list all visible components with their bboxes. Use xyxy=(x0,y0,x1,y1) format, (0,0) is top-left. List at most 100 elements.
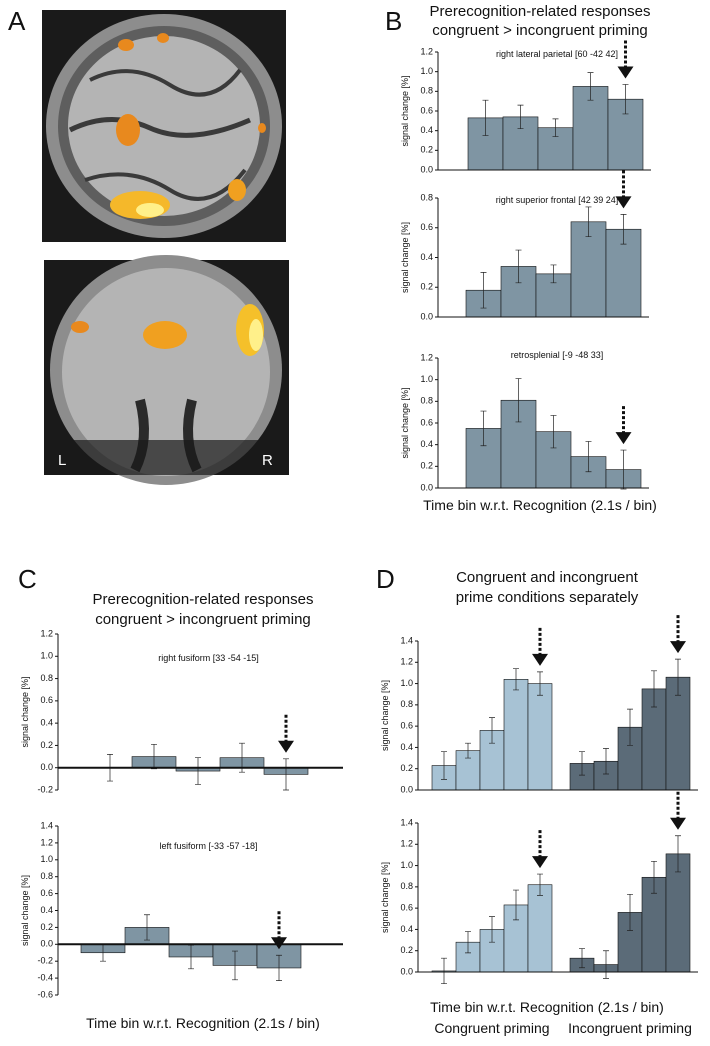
panel-label: D xyxy=(376,564,395,594)
y-tick-label: 0.6 xyxy=(420,105,433,115)
error-bar xyxy=(489,717,495,744)
y-tick-label: 0.6 xyxy=(400,903,413,913)
y-tick-label: 1.2 xyxy=(420,352,433,362)
panel-heading: congruent > incongruent priming xyxy=(95,611,311,628)
y-tick-label: 0.8 xyxy=(400,881,413,891)
y-tick-label: 0.0 xyxy=(400,966,413,976)
error-bar xyxy=(537,873,543,896)
chart-title: right fusiform [33 -54 -15] xyxy=(158,653,259,663)
y-tick-label: 0.6 xyxy=(420,222,433,232)
brain-coronal xyxy=(44,255,289,485)
y-tick-label: 0.8 xyxy=(420,86,433,96)
error-bar xyxy=(513,668,519,691)
arrow-head xyxy=(670,641,686,654)
y-tick-label: 0.0 xyxy=(420,164,433,174)
y-tick-label: 0.6 xyxy=(40,695,53,705)
y-tick-label: 1.4 xyxy=(400,635,413,645)
arrow-head xyxy=(615,432,632,445)
error-bar xyxy=(232,950,238,981)
error-bar xyxy=(276,954,282,981)
y-tick-label: 0.2 xyxy=(420,145,433,155)
y-tick-label: 1.0 xyxy=(420,374,433,384)
panel-heading: Prerecognition-related responses xyxy=(93,591,314,608)
error-bar xyxy=(480,410,487,447)
error-bar xyxy=(517,104,524,130)
error-bar xyxy=(579,948,585,969)
error-bar xyxy=(585,441,592,473)
legend-label: Incongruent priming xyxy=(568,1020,692,1036)
y-axis-label: signal change [%] xyxy=(380,680,390,751)
bar xyxy=(503,679,529,791)
error-bar xyxy=(552,118,559,137)
y-tick-label: 1.2 xyxy=(400,839,413,849)
panel-label: A xyxy=(8,6,26,36)
bar xyxy=(527,884,553,973)
y-tick-label: 0.2 xyxy=(420,461,433,471)
y-tick-label: 1.0 xyxy=(420,66,433,76)
x-axis-label: Time bin w.r.t. Recognition (2.1s / bin) xyxy=(430,999,664,1015)
error-bar xyxy=(587,72,594,101)
error-bar xyxy=(482,99,489,136)
panel-label: B xyxy=(385,6,402,36)
error-bar xyxy=(579,751,585,776)
y-tick-label: 0.8 xyxy=(420,192,433,202)
error-bar xyxy=(515,249,522,284)
error-bar xyxy=(550,415,557,449)
brain-label: L xyxy=(58,452,66,469)
y-axis-label: signal change [%] xyxy=(20,875,30,946)
error-bar xyxy=(489,916,495,943)
y-tick-label: 1.0 xyxy=(400,860,413,870)
y-tick-label: 0.8 xyxy=(420,396,433,406)
arrow-head xyxy=(670,817,686,830)
y-tick-label: 0.0 xyxy=(400,784,413,794)
panel-heading: Congruent and incongruent xyxy=(456,569,639,586)
y-tick-label: 1.2 xyxy=(40,628,53,638)
y-tick-label: 0.2 xyxy=(40,740,53,750)
y-axis-label: signal change [%] xyxy=(400,387,410,458)
y-tick-label: 0.0 xyxy=(40,939,53,949)
brain-label: R xyxy=(262,452,273,469)
legend-label: Congruent priming xyxy=(434,1020,549,1036)
arrow-head xyxy=(532,856,548,869)
chart-title: right lateral parietal [60 -42 42] xyxy=(496,49,618,59)
y-tick-label: 0.6 xyxy=(400,721,413,731)
bar xyxy=(665,676,691,791)
y-tick-label: 1.4 xyxy=(40,820,53,830)
y-tick-label: 1.2 xyxy=(400,657,413,667)
y-tick-label: 0.0 xyxy=(40,762,53,772)
chart-title: right superior frontal [42 39 24] xyxy=(496,195,619,205)
y-tick-label: 0.0 xyxy=(420,482,433,492)
y-tick-label: 0.4 xyxy=(40,905,53,915)
brain-axial xyxy=(42,10,286,242)
y-tick-label: -0.6 xyxy=(37,989,53,999)
y-tick-label: 0.2 xyxy=(420,282,433,292)
error-bar xyxy=(441,957,447,985)
panel-label: C xyxy=(18,564,37,594)
error-bar xyxy=(465,931,471,954)
y-tick-label: 0.2 xyxy=(400,763,413,773)
y-tick-label: 0.4 xyxy=(420,252,433,262)
chart-title: retrosplenial [-9 -48 33] xyxy=(511,350,604,360)
y-tick-label: 0.8 xyxy=(400,699,413,709)
y-axis-label: signal change [%] xyxy=(380,862,390,933)
y-tick-label: 0.6 xyxy=(40,888,53,898)
y-axis-label: signal change [%] xyxy=(400,222,410,293)
error-bar xyxy=(603,950,609,979)
error-bar xyxy=(675,658,681,696)
y-tick-label: 1.4 xyxy=(400,817,413,827)
y-tick-label: 0.8 xyxy=(40,871,53,881)
y-tick-label: 0.4 xyxy=(420,125,433,135)
y-tick-label: 0.4 xyxy=(400,924,413,934)
error-bar xyxy=(585,206,592,238)
y-tick-label: -0.2 xyxy=(37,956,53,966)
y-axis-label: signal change [%] xyxy=(400,75,410,146)
y-tick-label: 0.4 xyxy=(420,439,433,449)
error-bar xyxy=(441,751,447,780)
y-tick-label: 1.0 xyxy=(400,678,413,688)
y-axis-label: signal change [%] xyxy=(20,676,30,747)
error-bar xyxy=(620,449,627,490)
error-bar xyxy=(550,264,557,284)
y-tick-label: 0.4 xyxy=(400,742,413,752)
error-bar xyxy=(651,860,657,894)
